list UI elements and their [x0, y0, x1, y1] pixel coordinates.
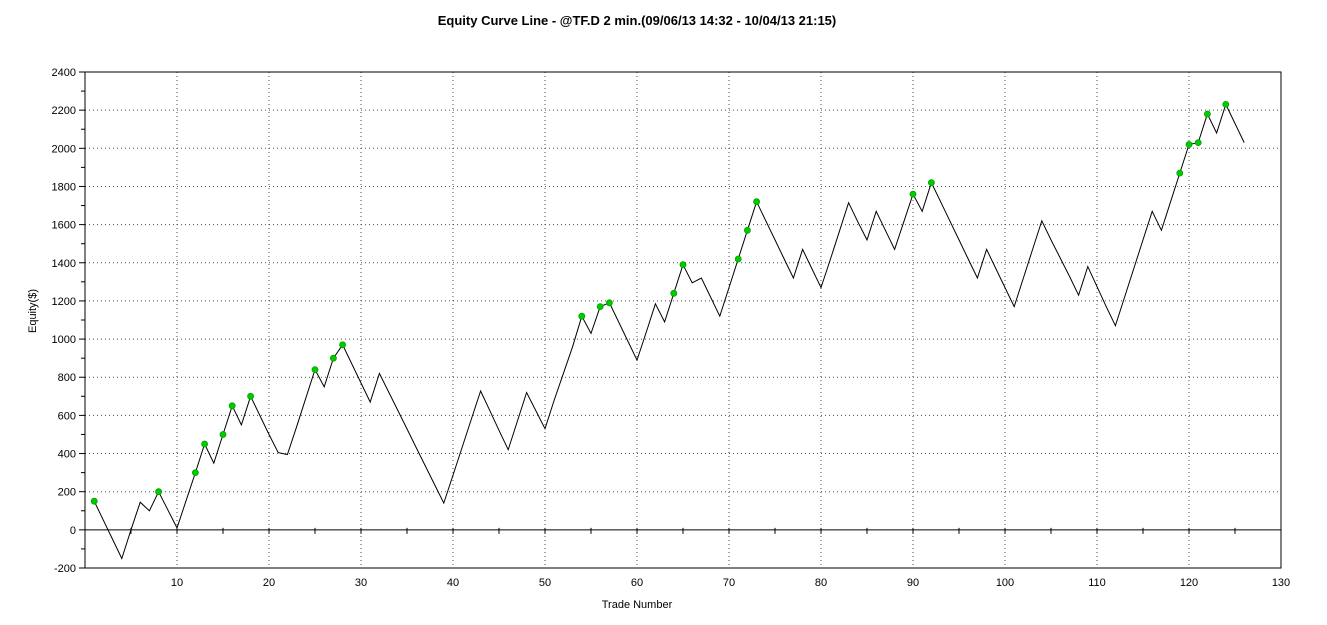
chart-title: Equity Curve Line - @TF.D 2 min.(09/06/1…	[437, 13, 837, 28]
new-high-marker	[753, 198, 760, 206]
x-tick-label: 40	[447, 577, 459, 589]
new-high-marker	[909, 190, 917, 198]
new-high-marker	[578, 312, 586, 320]
y-tick-label: -200	[54, 563, 76, 575]
new-high-marker	[247, 392, 255, 400]
y-tick-label: 0	[70, 525, 76, 537]
new-high-marker	[191, 469, 199, 477]
new-high-marker	[1222, 101, 1230, 108]
x-axis-title: Trade Number	[601, 599, 673, 611]
new-high-marker	[606, 299, 613, 307]
y-tick-label: 400	[58, 449, 76, 461]
new-high-marker	[155, 488, 163, 496]
x-tick-label: 80	[815, 577, 827, 589]
x-tick-label: 90	[907, 577, 919, 589]
equity-curve-line	[93, 103, 1245, 560]
new-high-marker	[744, 226, 751, 234]
x-tick-label: 120	[1180, 577, 1198, 589]
y-tick-label: 1000	[52, 334, 76, 346]
new-high-marker	[311, 366, 319, 374]
new-high-marker	[670, 289, 678, 297]
x-tick-label: 20	[263, 577, 275, 589]
new-high-marker	[1176, 169, 1184, 177]
y-tick-label: 1600	[52, 220, 76, 232]
new-high-marker	[679, 261, 687, 269]
new-high-marker	[339, 341, 347, 349]
new-high-marker	[201, 440, 209, 448]
new-high-marker	[928, 179, 935, 187]
x-tick-label: 110	[1088, 577, 1106, 589]
y-tick-label: 1200	[52, 296, 76, 308]
new-high-marker	[219, 431, 227, 438]
x-tick-label: 10	[171, 577, 183, 589]
x-tick-label: 50	[539, 577, 551, 589]
x-tick-label: 70	[723, 577, 735, 589]
new-high-marker	[1185, 141, 1193, 148]
plot-border	[84, 71, 1282, 569]
new-high-marker	[228, 402, 236, 410]
y-tick-label: 800	[58, 372, 76, 384]
x-tick-label: 60	[631, 577, 643, 589]
new-high-marker	[1194, 139, 1202, 147]
new-high-marker	[596, 303, 604, 311]
new-high-marker	[1204, 110, 1211, 118]
y-tick-label: 2000	[52, 143, 76, 155]
new-high-marker	[329, 354, 337, 362]
y-tick-label: 200	[58, 487, 76, 499]
y-tick-label: 2400	[52, 67, 76, 79]
x-tick-label: 130	[1272, 577, 1290, 589]
new-high-marker	[90, 497, 98, 505]
y-tick-label: 600	[58, 410, 76, 422]
y-tick-label: 1800	[52, 181, 76, 193]
x-tick-label: 100	[996, 577, 1014, 589]
y-tick-label: 1400	[52, 258, 76, 270]
new-high-marker	[734, 255, 742, 263]
y-tick-label: 2200	[52, 105, 76, 117]
x-tick-label: 30	[355, 577, 367, 589]
